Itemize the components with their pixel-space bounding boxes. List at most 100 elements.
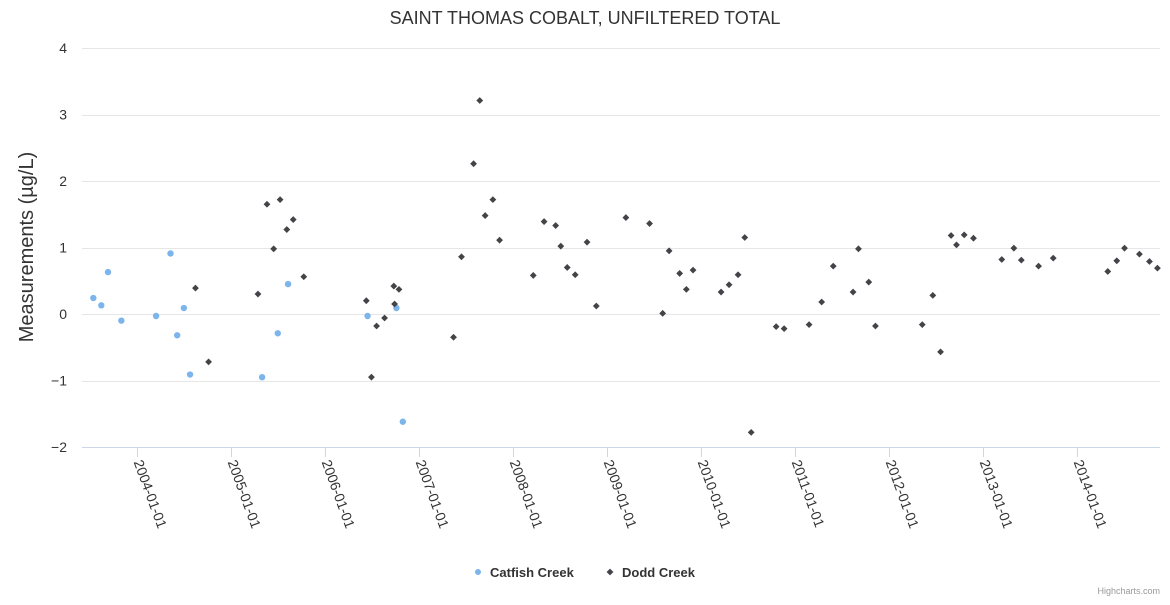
data-point[interactable] [489,196,497,204]
data-point[interactable] [659,309,667,317]
data-point[interactable] [689,266,697,274]
data-point[interactable] [953,241,960,249]
data-point[interactable] [682,285,690,293]
data-point[interactable] [364,312,371,320]
data-point[interactable] [960,231,968,239]
data-point[interactable] [167,250,174,257]
data-point[interactable] [476,97,484,104]
data-point[interactable] [300,273,308,281]
data-point[interactable] [829,262,837,270]
data-point[interactable] [592,302,600,310]
legend: Catfish Creek Dodd Creek [475,565,696,580]
data-point[interactable] [186,371,194,378]
data-point[interactable] [104,268,112,276]
data-point[interactable] [180,304,188,312]
x-tick-label: 2010-01-01 [695,458,735,531]
data-point[interactable] [557,242,565,250]
data-point[interactable] [646,220,653,227]
data-point[interactable] [192,284,199,292]
data-point[interactable] [470,160,477,168]
data-point[interactable] [1010,244,1018,252]
data-point[interactable] [741,234,749,241]
y-tick-label: 3 [59,107,67,123]
data-point[interactable] [458,253,465,261]
data-point[interactable] [937,348,944,356]
data-point[interactable] [284,280,292,288]
data-point[interactable] [563,264,571,271]
x-tick-label: 2006-01-01 [319,458,359,531]
data-point[interactable] [395,285,403,293]
data-point[interactable] [849,288,857,296]
data-point[interactable] [734,271,742,279]
data-point[interactable] [676,270,684,277]
data-point[interactable] [947,232,955,239]
data-point[interactable] [274,330,281,337]
data-point[interactable] [1049,254,1057,262]
data-point[interactable] [205,358,212,366]
plot-area [90,97,1161,436]
data-point[interactable] [373,322,380,330]
data-point[interactable] [970,234,977,242]
data-point[interactable] [780,325,788,333]
legend-marker [606,568,614,576]
data-point[interactable] [622,214,630,221]
data-point[interactable] [263,200,271,208]
data-point[interactable] [481,212,489,219]
data-point[interactable] [529,272,537,279]
data-point[interactable] [496,236,503,244]
data-point[interactable] [872,322,879,330]
legend-marker [475,569,481,575]
credits-text[interactable]: Highcharts.com [1097,586,1160,596]
data-point[interactable] [118,317,125,324]
data-point[interactable] [391,300,398,308]
data-point[interactable] [381,314,388,322]
data-point[interactable] [805,321,813,329]
data-point[interactable] [665,247,673,255]
data-point[interactable] [152,312,160,320]
chart-title: SAINT THOMAS COBALT, UNFILTERED TOTAL [390,8,781,28]
data-point[interactable] [818,298,826,306]
data-point[interactable] [1154,264,1161,272]
data-point[interactable] [362,297,370,305]
data-point[interactable] [390,282,398,290]
data-point[interactable] [717,288,725,296]
x-tick-label: 2005-01-01 [225,458,265,531]
data-point[interactable] [540,218,548,225]
legend-item-catfish-creek[interactable]: Catfish Creek [475,565,575,580]
data-point[interactable] [283,226,291,233]
legend-item-dodd-creek[interactable]: Dodd Creek [606,565,696,580]
data-point[interactable] [855,245,862,253]
data-point[interactable] [258,373,266,381]
data-point[interactable] [1104,268,1112,275]
data-point[interactable] [1121,244,1128,252]
data-point[interactable] [918,321,926,329]
data-point[interactable] [1136,250,1143,258]
data-point[interactable] [552,222,560,229]
data-point[interactable] [583,238,591,246]
data-point[interactable] [173,332,181,339]
data-point[interactable] [254,290,262,298]
gridlines [82,48,1160,448]
data-point[interactable] [865,278,873,286]
data-point[interactable] [368,373,375,381]
data-point[interactable] [772,323,780,331]
data-point[interactable] [1017,256,1025,264]
data-point[interactable] [1035,262,1042,270]
data-point[interactable] [276,196,284,204]
data-point[interactable] [929,291,937,299]
data-point[interactable] [399,418,407,425]
data-point[interactable] [450,333,457,341]
data-point[interactable] [90,294,97,302]
data-point[interactable] [98,302,105,309]
data-point[interactable] [571,271,579,279]
data-point[interactable] [1113,257,1121,265]
data-point[interactable] [289,216,297,223]
data-point[interactable] [270,245,278,253]
data-point[interactable] [998,256,1006,263]
y-tick-label: 2 [59,173,67,189]
data-point[interactable] [747,428,755,436]
data-point[interactable] [725,281,733,289]
data-point[interactable] [1146,258,1153,265]
